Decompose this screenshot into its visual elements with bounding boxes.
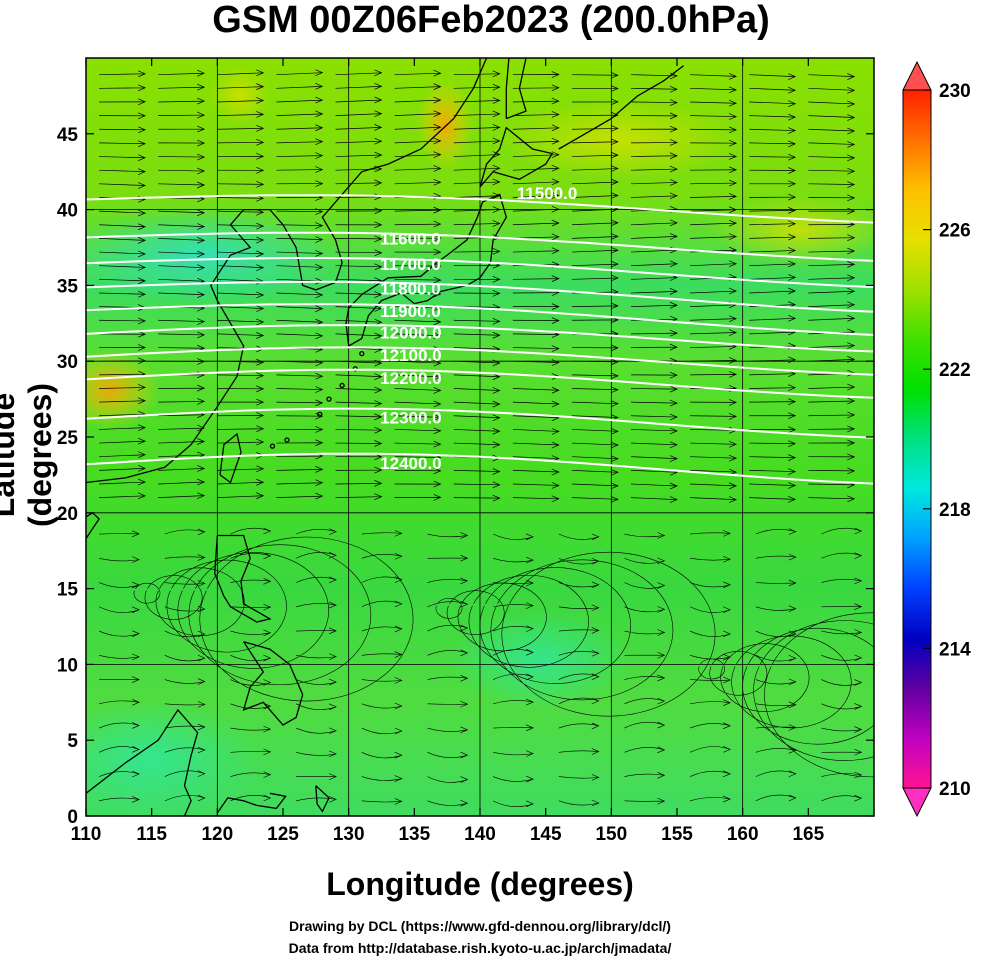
x-tick-label: 125 bbox=[267, 824, 299, 845]
contour-line-1 bbox=[86, 231, 874, 262]
contour-line-8 bbox=[86, 407, 874, 439]
contour-line-7 bbox=[86, 368, 874, 399]
contour-line-0 bbox=[86, 194, 874, 224]
contour-label-7: 12200.0 bbox=[380, 369, 441, 388]
y-tick-label: 15 bbox=[57, 580, 79, 601]
colorbar-tick-label: 214 bbox=[939, 639, 971, 660]
contour-line-3 bbox=[86, 280, 874, 313]
contour-label-9: 12400.0 bbox=[380, 454, 441, 473]
island-6 bbox=[359, 350, 365, 357]
y-tick-label: 30 bbox=[57, 352, 78, 373]
temperature-field: 11500.0 11600.0 11700.0 11800.0 11900.0 12000… bbox=[86, 13, 874, 816]
streamlines bbox=[98, 527, 874, 808]
island-2 bbox=[339, 382, 345, 389]
y-tick-label: 5 bbox=[67, 731, 78, 752]
island-1 bbox=[326, 396, 332, 402]
wind-arrows bbox=[99, 69, 856, 503]
y-tick-label: 20 bbox=[57, 504, 78, 525]
y-tick-label: 40 bbox=[57, 201, 78, 222]
island-0 bbox=[317, 411, 323, 417]
contour-line-2 bbox=[86, 257, 874, 289]
x-tick-label: 115 bbox=[136, 824, 167, 845]
coastline-4 bbox=[219, 432, 242, 484]
coastline-5 bbox=[214, 534, 272, 623]
x-tick-label: 135 bbox=[398, 824, 430, 845]
coastline-12 bbox=[558, 65, 684, 150]
colorbar-body bbox=[902, 89, 932, 789]
contour-line-5 bbox=[86, 324, 874, 353]
coastline-6 bbox=[242, 641, 304, 726]
y-tick-label: 0 bbox=[67, 807, 78, 828]
colorbar-tick-label: 222 bbox=[939, 360, 971, 381]
island-5 bbox=[269, 443, 276, 449]
contour-label-5: 12000.0 bbox=[380, 323, 441, 342]
x-tick-label: 150 bbox=[595, 824, 627, 845]
lat-lon-grid bbox=[86, 58, 874, 816]
credit-data-source: Data from http://database.rish.kyoto-u.a… bbox=[288, 940, 672, 956]
colorbar-tick-label: 226 bbox=[939, 221, 971, 242]
x-tick-label: 120 bbox=[201, 824, 233, 845]
contour-line-4 bbox=[86, 303, 874, 336]
tropical-streamlines bbox=[98, 527, 874, 808]
map-title: GSM 00Z06Feb2023 (200.0hPa) bbox=[212, 0, 770, 41]
coastline-1 bbox=[345, 193, 508, 347]
x-tick-label: 155 bbox=[661, 824, 693, 845]
x-axis-ticks: 110 115 120 125 130 135 140 145 150 155 160 165 bbox=[71, 58, 825, 845]
y-tick-label: 25 bbox=[57, 428, 79, 449]
coastline-3 bbox=[505, 58, 527, 120]
y-tick-label: 45 bbox=[57, 125, 79, 146]
height-contours: 11500.0 11600.0 11700.0 11800.0 11900.0 12000… bbox=[86, 184, 874, 485]
contour-line-6 bbox=[86, 346, 874, 376]
colorbar-tick-label: 210 bbox=[939, 779, 971, 800]
coastline-10 bbox=[86, 511, 100, 540]
coastline-0 bbox=[86, 58, 488, 484]
credit-dcl: Drawing by DCL (https://www.gfd-dennou.o… bbox=[289, 918, 671, 934]
x-tick-label: 165 bbox=[792, 824, 824, 845]
x-tick-label: 160 bbox=[727, 824, 759, 845]
coastline-8 bbox=[216, 792, 287, 814]
colorbar-min-arrow bbox=[902, 787, 932, 818]
contour-label-1: 11600.0 bbox=[380, 229, 441, 248]
wind-vectors bbox=[99, 69, 856, 503]
x-tick-label: 110 bbox=[71, 824, 102, 845]
coastline-7 bbox=[86, 708, 199, 816]
contour-label-8: 12300.0 bbox=[380, 408, 441, 427]
contour-line-9 bbox=[86, 452, 874, 485]
colorbar-tick-label: 230 bbox=[939, 81, 971, 102]
y-axis-ticks: 0 5 10 15 20 25 30 35 40 45 bbox=[57, 125, 874, 828]
coastline-9 bbox=[315, 785, 330, 813]
contour-label-6: 12100.0 bbox=[380, 346, 441, 365]
coastline-11 bbox=[690, 13, 716, 43]
colorbar: 230 226 222 218 214 210 bbox=[902, 60, 971, 818]
x-axis-label: Longitude (degrees) bbox=[326, 866, 634, 902]
island-4 bbox=[284, 437, 290, 443]
contour-label-3: 11800.0 bbox=[380, 279, 441, 298]
coastlines bbox=[86, 13, 716, 816]
contour-label-4: 11900.0 bbox=[380, 302, 441, 321]
x-tick-label: 140 bbox=[464, 824, 496, 845]
colorbar-max-arrow bbox=[902, 60, 932, 91]
coastline-2 bbox=[479, 126, 554, 188]
contour-label-2: 11700.0 bbox=[380, 255, 441, 274]
colorbar-tick-label: 218 bbox=[939, 500, 971, 521]
x-tick-label: 145 bbox=[530, 824, 562, 845]
y-tick-label: 35 bbox=[57, 276, 79, 297]
x-tick-label: 130 bbox=[333, 824, 365, 845]
contour-label-0: 11500.0 bbox=[517, 184, 578, 203]
y-tick-label: 10 bbox=[57, 655, 78, 676]
